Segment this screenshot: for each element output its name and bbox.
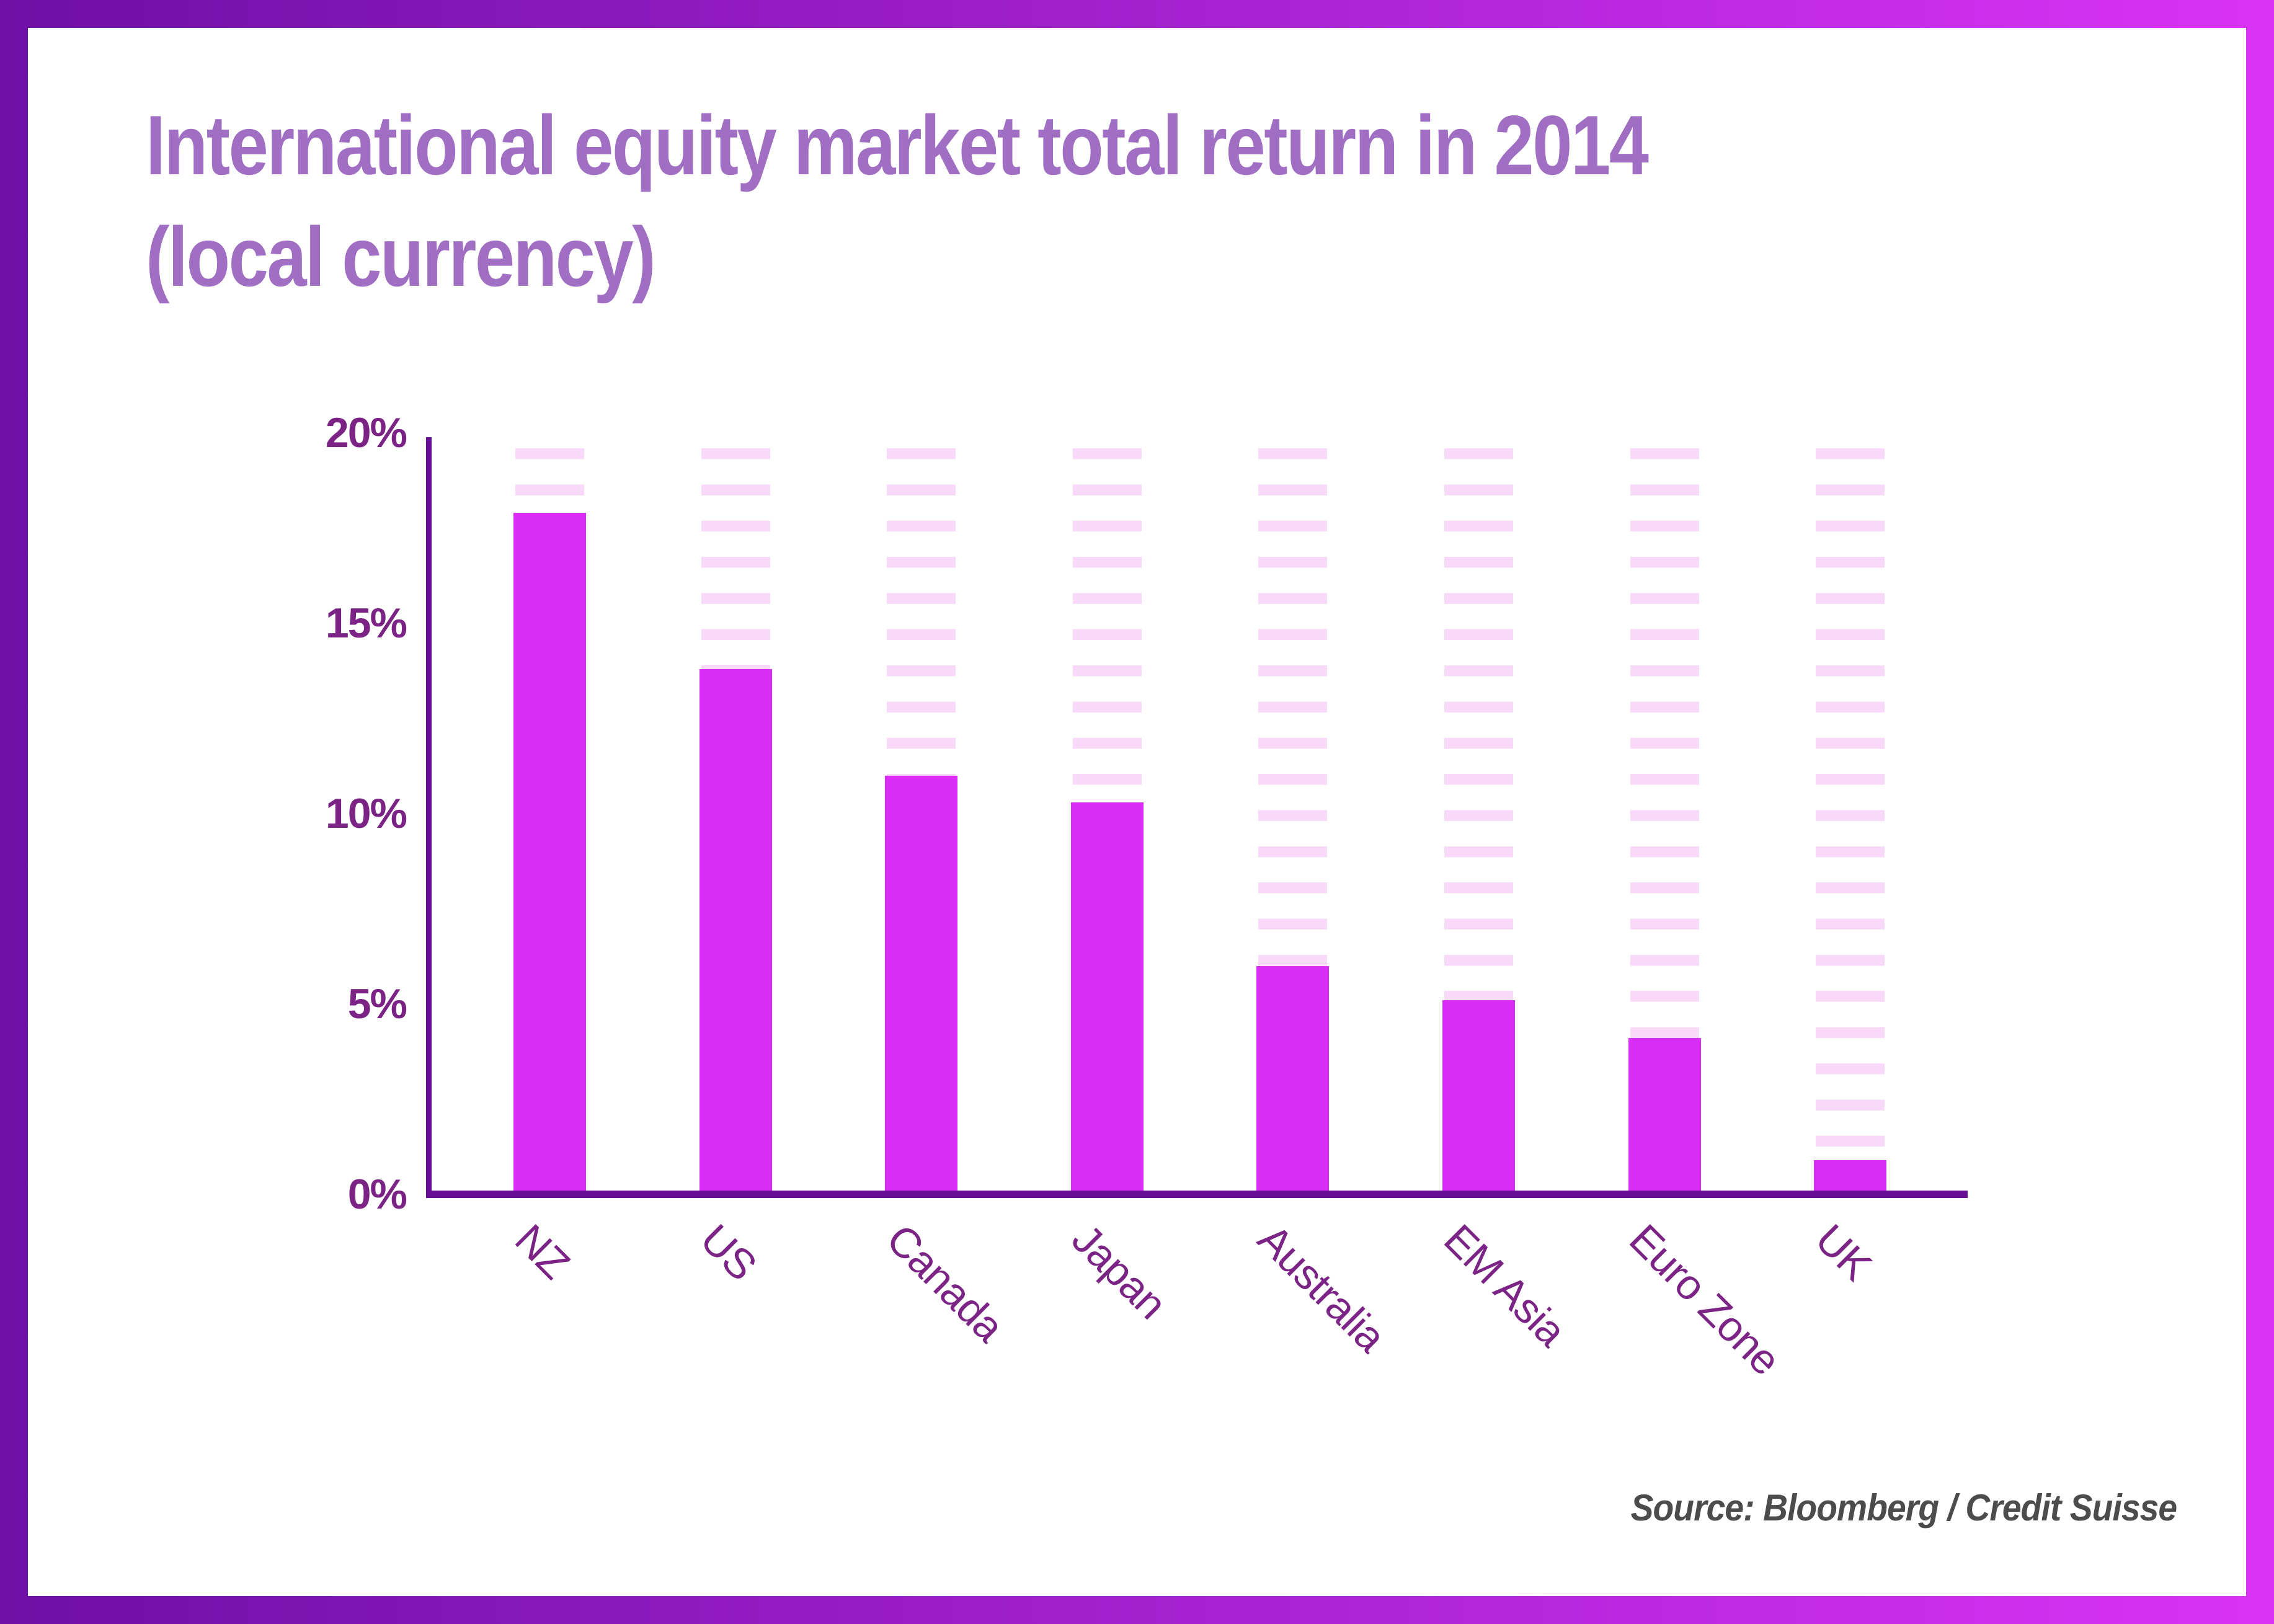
x-axis-line [426, 1191, 1968, 1198]
column-stripes-uk [1816, 448, 1885, 1191]
x-category-label-japan: Japan [1063, 1215, 1176, 1328]
bar-us [699, 668, 772, 1194]
source-caption: Source: Bloomberg / Credit Suisse [1630, 1487, 2177, 1529]
y-tick-label: 0% [347, 1171, 407, 1218]
chart-title-line2: (local currency) [146, 209, 656, 304]
x-category-label-australia: Australia [1248, 1215, 1395, 1361]
x-category-label-canada: Canada [877, 1215, 1013, 1351]
y-tick-label: 10% [325, 790, 407, 837]
chart-title: International equity market total return… [146, 90, 1649, 313]
y-tick-label: 5% [347, 980, 407, 1027]
bar-em-asia [1442, 1000, 1515, 1194]
bar-nz [513, 512, 586, 1194]
x-category-label-euro-zone: Euro Zone [1620, 1215, 1790, 1385]
x-category-label-nz: NZ [505, 1215, 579, 1288]
y-tick-label: 15% [325, 600, 407, 647]
chart-canvas: International equity market total return… [28, 28, 2246, 1596]
x-category-label-em-asia: EM Asia [1434, 1215, 1574, 1356]
bar-chart-plot: 20% 15% 10% 5% 0% NZ US Canada Japan Australia EM … [28, 28, 2246, 1596]
bar-australia [1256, 965, 1330, 1194]
y-tick-label: 20% [325, 409, 407, 456]
x-category-label-uk: UK [1806, 1215, 1880, 1290]
bar-uk [1814, 1160, 1887, 1194]
bar-canada [885, 775, 958, 1194]
bar-japan [1070, 802, 1144, 1194]
chart-title-line1: International equity market total return… [146, 98, 1649, 192]
bar-euro-zone [1628, 1038, 1701, 1194]
y-axis-line [426, 437, 432, 1197]
x-category-label-us: US [691, 1215, 766, 1290]
